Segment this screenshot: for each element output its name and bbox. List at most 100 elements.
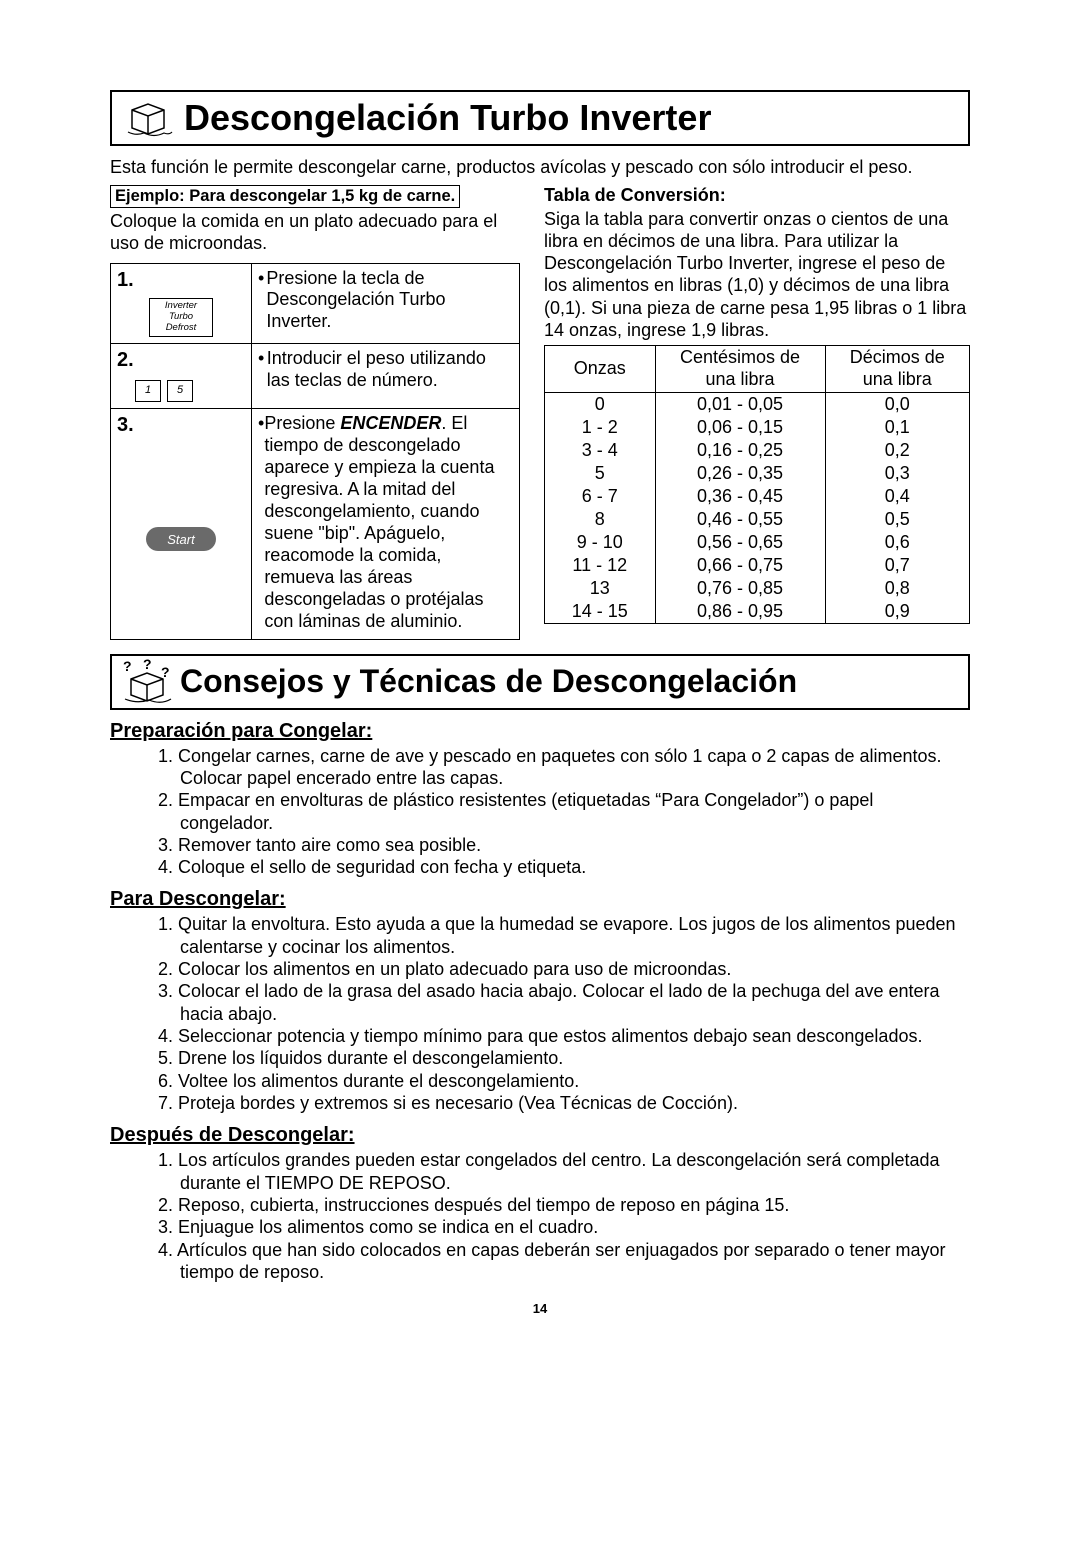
table-cell: 0,86 - 0,95 <box>655 600 825 624</box>
list-item: 6. Voltee los alimentos durante el desco… <box>158 1070 970 1092</box>
table-cell: 0,16 - 0,25 <box>655 439 825 462</box>
title-box-1: Descongelación Turbo Inverter <box>110 90 970 146</box>
table-row: 50,26 - 0,350,3 <box>545 462 970 485</box>
numkey-5-icon: 5 <box>167 380 193 402</box>
table-cell: 13 <box>545 577 656 600</box>
bullet-icon: • <box>258 268 266 334</box>
table-cell: 0,5 <box>825 508 970 531</box>
page-number: 14 <box>110 1301 970 1316</box>
table-cell: 0,2 <box>825 439 970 462</box>
table-row: 80,46 - 0,550,5 <box>545 508 970 531</box>
ice-cube-icon <box>120 96 176 140</box>
svg-text:?: ? <box>143 659 152 672</box>
title-box-2: ? ? ? Consejos y Técnicas de Descongelac… <box>110 654 970 710</box>
sec2-heading: Para Descongelar: <box>110 888 970 911</box>
table-row: 3 - 40,16 - 0,250,2 <box>545 439 970 462</box>
step-2-num: 2. <box>117 348 245 372</box>
table-cell: 0,0 <box>825 392 970 416</box>
list-item: 2. Reposo, cubierta, instrucciones despu… <box>158 1194 970 1216</box>
sec1-heading: Preparación para Congelar: <box>110 720 970 743</box>
sec3-heading: Después de Descongelar: <box>110 1124 970 1147</box>
conversion-table: Onzas Centésimos deuna libra Décimos deu… <box>544 345 970 623</box>
step-3-bold: ENCENDER <box>340 413 441 433</box>
title-1: Descongelación Turbo Inverter <box>184 97 711 139</box>
table-cell: 0,8 <box>825 577 970 600</box>
table-cell: 0,56 - 0,65 <box>655 531 825 554</box>
table-cell: 0,26 - 0,35 <box>655 462 825 485</box>
table-row: 14 - 150,86 - 0,950,9 <box>545 600 970 624</box>
table-cell: 0,9 <box>825 600 970 624</box>
table-cell: 9 - 10 <box>545 531 656 554</box>
table-cell: 0,4 <box>825 485 970 508</box>
list-item: 3. Enjuague los alimentos como se indica… <box>158 1216 970 1238</box>
step-3-text: Presione ENCENDER. El tiempo de desconge… <box>264 413 513 633</box>
table-row: 6 - 70,36 - 0,450,4 <box>545 485 970 508</box>
list-item: 3. Colocar el lado de la grasa del asado… <box>158 980 970 1025</box>
table-row: 130,76 - 0,850,8 <box>545 577 970 600</box>
step-3-pre: Presione <box>264 413 340 433</box>
table-row: 9 - 100,56 - 0,650,6 <box>545 531 970 554</box>
table-row: 00,01 - 0,050,0 <box>545 392 970 416</box>
table-cell: 0,6 <box>825 531 970 554</box>
table-cell: 5 <box>545 462 656 485</box>
table-cell: 8 <box>545 508 656 531</box>
list-item: 5. Drene los líquidos durante el descong… <box>158 1047 970 1069</box>
table-cell: 0,36 - 0,45 <box>655 485 825 508</box>
conv-h2a: Centésimos de <box>680 347 800 367</box>
table-cell: 0,3 <box>825 462 970 485</box>
list-item: 4. Seleccionar potencia y tiempo mínimo … <box>158 1025 970 1047</box>
table-cell: 14 - 15 <box>545 600 656 624</box>
list-item: 7. Proteja bordes y extremos si es neces… <box>158 1092 970 1114</box>
conv-h3b: una libra <box>863 369 932 389</box>
step-2-text: Introducir el peso utilizando las teclas… <box>267 348 513 392</box>
conversion-heading: Tabla de Conversión: <box>544 185 970 206</box>
table-cell: 0,1 <box>825 416 970 439</box>
table-cell: 6 - 7 <box>545 485 656 508</box>
list-item: 4. Coloque el sello de seguridad con fec… <box>158 856 970 878</box>
list-item: 2. Empacar en envolturas de plástico res… <box>158 789 970 834</box>
title-2: Consejos y Técnicas de Descongelación <box>180 663 797 700</box>
defrost-label: Defrost <box>150 323 212 334</box>
table-cell: 11 - 12 <box>545 554 656 577</box>
table-cell: 0,06 - 0,15 <box>655 416 825 439</box>
steps-table: 1. Inverter Turbo Defrost • Presione la … <box>110 263 520 640</box>
conversion-intro: Siga la tabla para convertir onzas o cie… <box>544 208 970 342</box>
list-item: 1. Los artículos grandes pueden estar co… <box>158 1149 970 1194</box>
sec1-list: 1. Congelar carnes, carne de ave y pesca… <box>110 745 970 879</box>
tips-cube-icon: ? ? ? <box>116 658 176 706</box>
step-3-num: 3. <box>117 413 245 437</box>
step-1-num: 1. <box>117 268 245 292</box>
svg-text:?: ? <box>161 664 170 680</box>
table-cell: 3 - 4 <box>545 439 656 462</box>
table-row: 11 - 120,66 - 0,750,7 <box>545 554 970 577</box>
list-item: 1. Quitar la envoltura. Esto ayuda a que… <box>158 913 970 958</box>
step-1-text: Presione la tecla de Descongelación Turb… <box>266 268 513 334</box>
table-cell: 0,7 <box>825 554 970 577</box>
sec2-list: 1. Quitar la envoltura. Esto ayuda a que… <box>110 913 970 1114</box>
sec3-list: 1. Los artículos grandes pueden estar co… <box>110 1149 970 1283</box>
list-item: 2. Colocar los alimentos en un plato ade… <box>158 958 970 980</box>
inverter-defrost-button-icon: Inverter Turbo Defrost <box>149 298 213 337</box>
conv-h2b: una libra <box>705 369 774 389</box>
table-row: 1 - 20,06 - 0,150,1 <box>545 416 970 439</box>
start-button-icon: Start <box>146 527 216 551</box>
table-cell: 0,66 - 0,75 <box>655 554 825 577</box>
numkey-1-icon: 1 <box>135 380 161 402</box>
example-box: Ejemplo: Para descongelar 1,5 kg de carn… <box>110 185 460 208</box>
step-3-rest: El tiempo de descongelado aparece y empi… <box>264 413 494 631</box>
intro-text: Esta función le permite descongelar carn… <box>110 156 970 179</box>
table-cell: 0 <box>545 392 656 416</box>
list-item: 1. Congelar carnes, carne de ave y pesca… <box>158 745 970 790</box>
table-cell: 0,46 - 0,55 <box>655 508 825 531</box>
table-cell: 0,01 - 0,05 <box>655 392 825 416</box>
conv-h1: Onzas <box>574 358 626 378</box>
sub-intro: Coloque la comida en un plato adecuado p… <box>110 210 520 255</box>
list-item: 4. Artículos que han sido colocados en c… <box>158 1239 970 1284</box>
table-cell: 0,76 - 0,85 <box>655 577 825 600</box>
conv-h3a: Décimos de <box>850 347 945 367</box>
svg-text:?: ? <box>123 659 132 674</box>
list-item: 3. Remover tanto aire como sea posible. <box>158 834 970 856</box>
bullet-icon: • <box>258 348 267 392</box>
step-3-post: . <box>441 413 446 433</box>
table-cell: 1 - 2 <box>545 416 656 439</box>
